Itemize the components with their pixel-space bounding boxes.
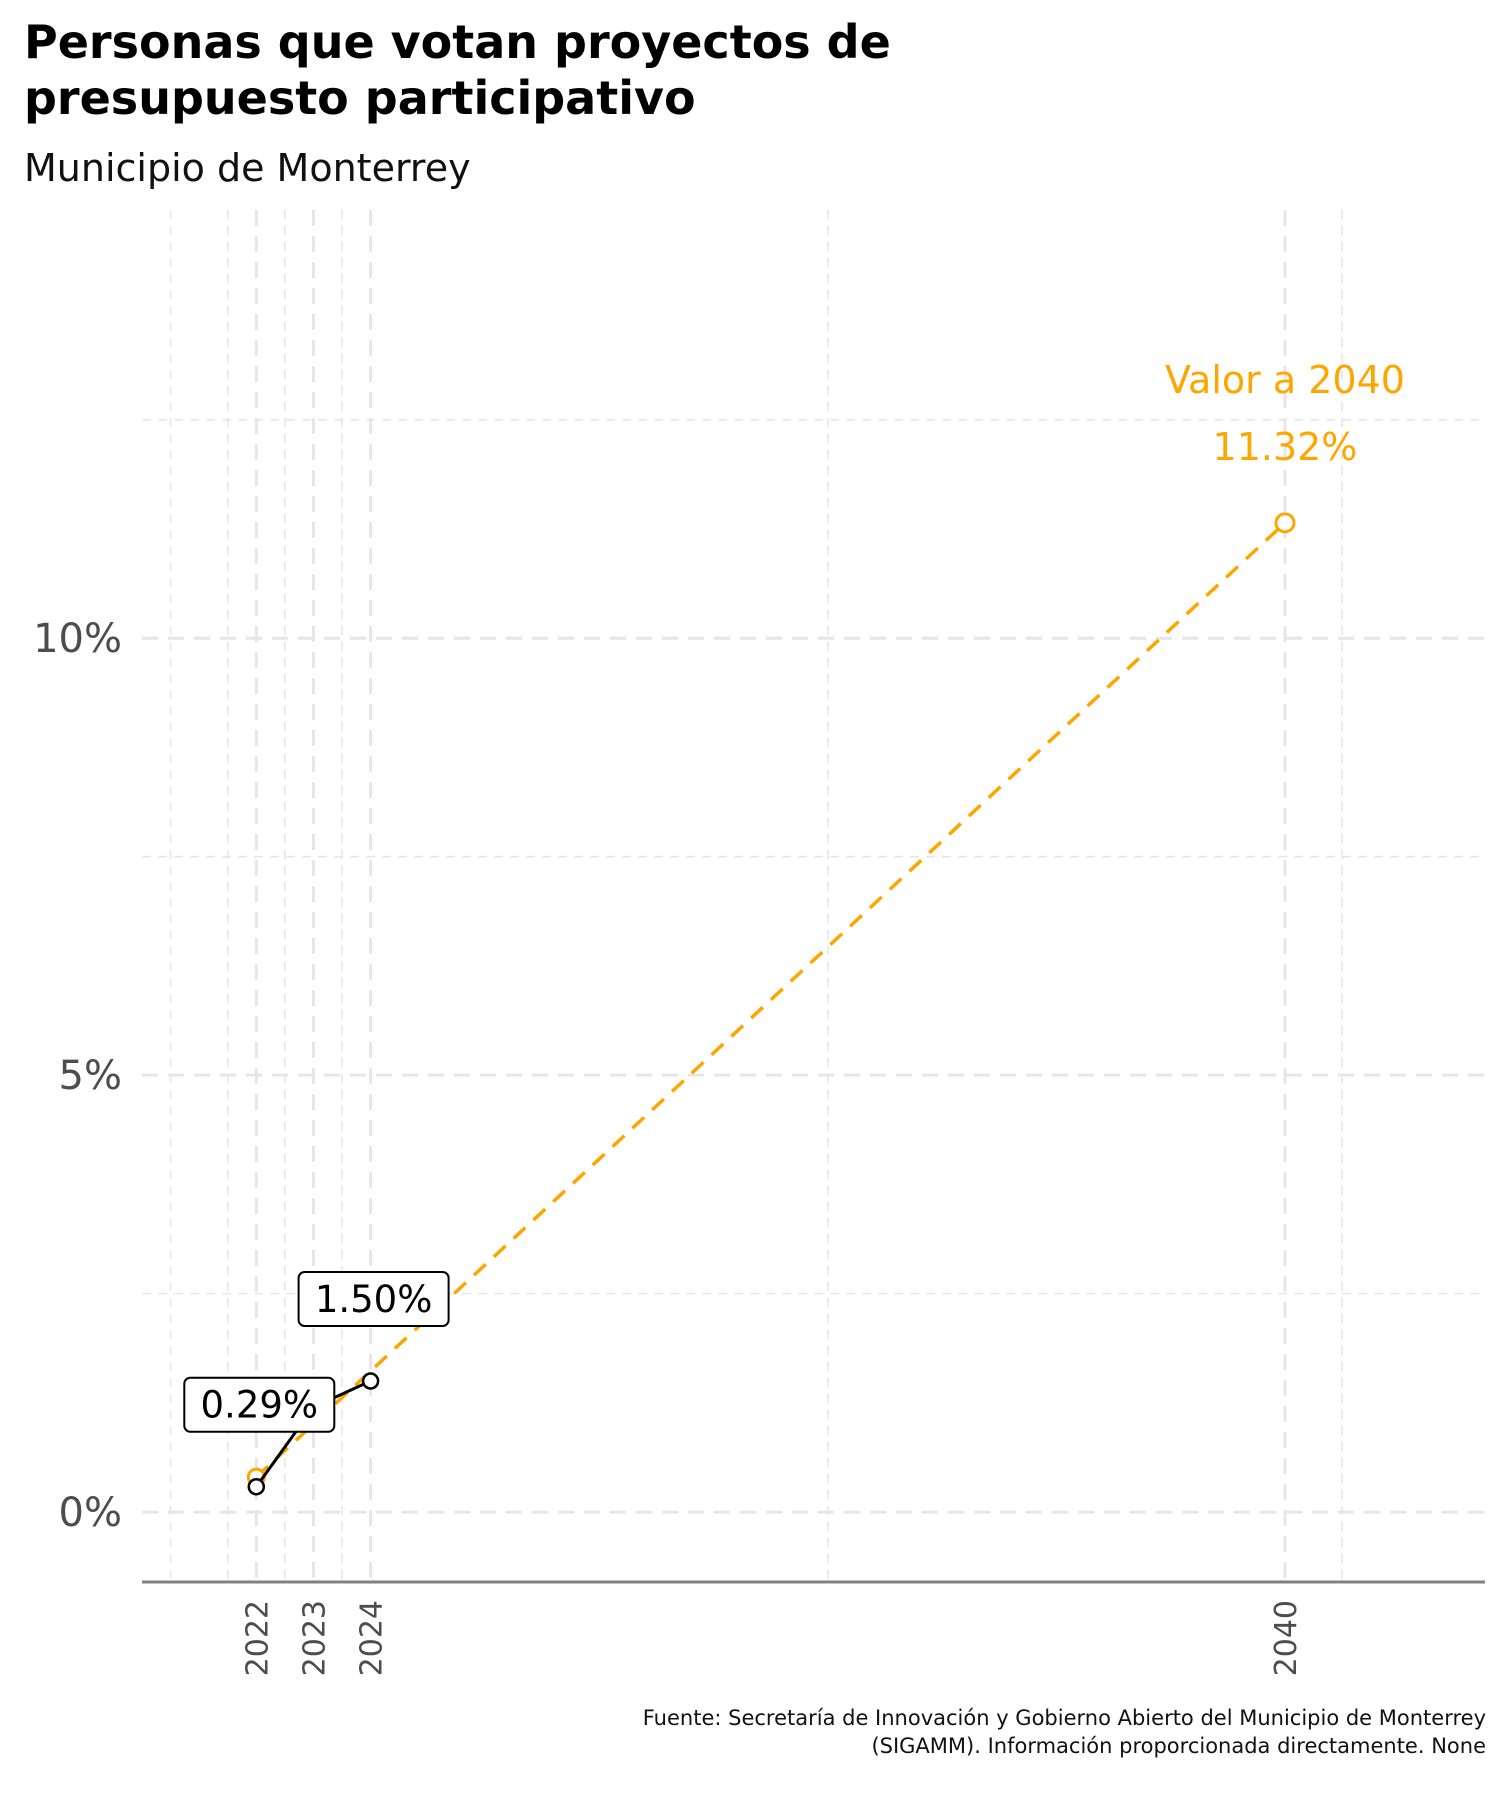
observed-point (247, 1477, 266, 1496)
projection-line (255, 521, 1287, 1479)
x-tick-label: 2024 (355, 1600, 390, 1676)
y-tick-label: 10% (33, 616, 122, 662)
grid-lines (142, 210, 1485, 1582)
x-tick-label: 2023 (297, 1600, 332, 1676)
data-label: 0.29% (201, 1384, 319, 1427)
x-tick-label: 2022 (240, 1600, 275, 1676)
data-label-box (183, 1376, 336, 1433)
x-tick-label: 2040 (1269, 1600, 1304, 1676)
observed-point (361, 1372, 380, 1390)
series (246, 512, 1296, 1496)
y-tick-label: 5% (59, 1053, 122, 1099)
y-tick-label: 0% (59, 1490, 122, 1536)
source-caption: Fuente: Secretaría de Innovación y Gobie… (642, 1706, 1486, 1758)
target-label-title: Valor a 2040 (1165, 358, 1405, 402)
chart-subtitle: Municipio de Monterrey (24, 146, 471, 190)
axes: 0% 5% 10% 2022 2023 2024 2040 (33, 616, 1485, 1676)
target-label-value: 11.32% (1213, 425, 1358, 469)
data-labels: 0.29% 1.50% Valor a 2040 11.32% (183, 358, 1405, 1433)
target-point (1274, 512, 1296, 534)
data-label: 1.50% (315, 1278, 433, 1321)
data-label-box (297, 1271, 450, 1328)
chart-title: Personas que votan proyectos de presupue… (24, 15, 891, 125)
